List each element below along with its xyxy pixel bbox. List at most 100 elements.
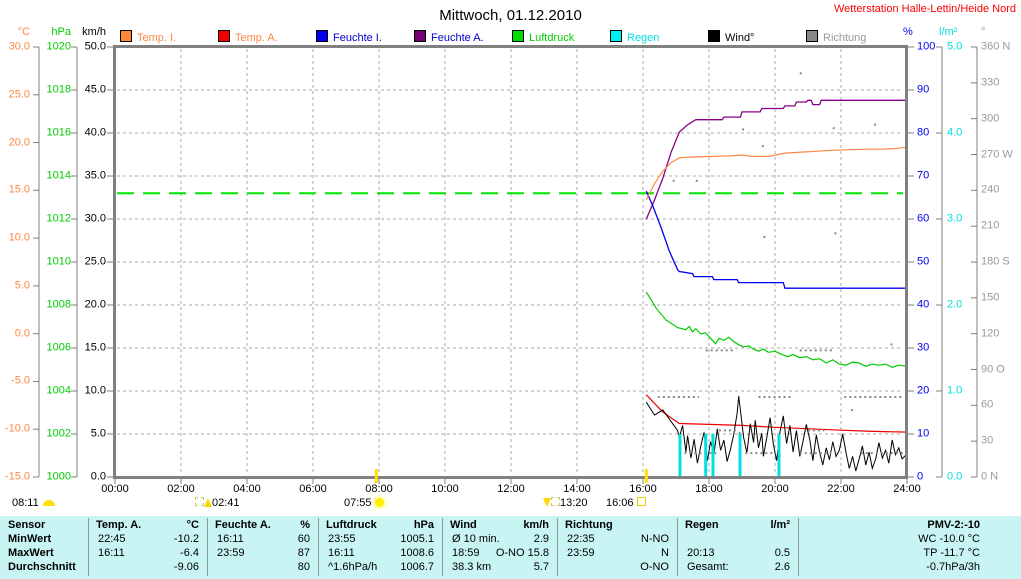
- legend-label: Temp. A.: [235, 32, 278, 44]
- legend-label: Luftdruck: [529, 32, 575, 44]
- sunset-icon: [636, 497, 646, 506]
- lm2-tick-label: 5.0: [947, 40, 963, 53]
- time-tick-label: 06:00: [299, 483, 327, 495]
- day-length-annotation: 08:11: [12, 497, 55, 510]
- percent-tick-label: 10: [917, 427, 930, 440]
- table-separator: [677, 518, 678, 576]
- percent-tick-label: 100: [917, 40, 936, 53]
- time-tick-label: 10:00: [431, 483, 459, 495]
- direction-tick-label: 210: [981, 219, 1000, 232]
- hpa-tick-label: 1018: [46, 83, 71, 96]
- table-cell-value: -9.06: [173, 561, 199, 573]
- table-cell-time: 23:59: [567, 547, 595, 559]
- direction-tick-label: 90 O: [981, 363, 1005, 375]
- legend-label: Feuchte A.: [431, 32, 484, 44]
- sunrise-value: 07:55: [344, 497, 372, 509]
- moonset-annotation: 13:20: [543, 497, 588, 510]
- time-tick-label: 00:00: [101, 483, 129, 495]
- kmh-axis-unit: km/h: [82, 26, 106, 38]
- kmh-tick-label: 45.0: [84, 83, 106, 96]
- time-tick-label: 12:00: [497, 483, 525, 495]
- table-cell-value: 1005.1: [400, 533, 434, 545]
- kmh-tick-label: 5.0: [90, 427, 106, 440]
- time-tick-label: 20:00: [761, 483, 789, 495]
- kmh-tick-label: 50.0: [84, 40, 106, 53]
- table-cell-value: 60: [297, 533, 310, 545]
- direction-tick-label: 330: [981, 76, 1000, 89]
- percent-tick-label: 90: [917, 83, 930, 96]
- day-length-icon: [42, 500, 55, 506]
- kmh-tick-label: 10.0: [84, 384, 106, 397]
- kmh-tick-label: 40.0: [84, 126, 106, 139]
- time-tick-label: 24:00: [893, 483, 921, 495]
- table-separator: [207, 518, 208, 576]
- hpa-tick-label: 1008: [46, 298, 71, 311]
- celsius-tick-label: 0.0: [14, 327, 30, 340]
- page-title: Mittwoch, 01.12.2010: [439, 7, 582, 24]
- table-cell-time: 38.3 km: [452, 561, 492, 573]
- percent-tick-label: 20: [917, 384, 930, 397]
- legend-color-swatch: [512, 30, 524, 42]
- sunset-value: 16:06: [606, 497, 634, 509]
- hpa-tick-label: 1002: [46, 427, 71, 440]
- legend-item-4: Feuchte A.: [414, 30, 484, 44]
- legend-item-5: Luftdruck: [512, 30, 575, 44]
- table-cell-value: 80: [297, 561, 310, 573]
- direction-tick-label: 30: [981, 434, 994, 447]
- table-cell-time: 23:55: [328, 533, 356, 545]
- kmh-tick-label: 15.0: [84, 341, 106, 354]
- table-row-label: Sensor: [8, 519, 46, 531]
- table-cell-time: 20:13: [687, 547, 715, 559]
- direction-tick-label: 120: [981, 327, 1000, 340]
- table-cell-value: 2.9: [533, 533, 549, 545]
- table-col-header: Wind: [450, 519, 477, 531]
- moon-icon: [195, 497, 204, 506]
- direction-axis-unit: °: [981, 26, 986, 38]
- celsius-tick-label: -5.0: [11, 374, 30, 387]
- lm2-tick-label: 0.0: [947, 470, 963, 483]
- lm2-tick-label: 3.0: [947, 212, 963, 225]
- table-cell-time: Ø 10 min.: [452, 533, 500, 545]
- station-name: Wetterstation Halle-Lettin/Heide Nord: [834, 3, 1016, 15]
- table-cell-time: 23:59: [217, 547, 245, 559]
- kmh-tick-label: 20.0: [84, 298, 106, 311]
- legend-item-3: Feuchte I.: [316, 30, 382, 44]
- legend-item-8: Richtung: [806, 30, 866, 44]
- legend-label: Temp. I.: [137, 32, 177, 44]
- table-cell-value: 2.6: [774, 561, 790, 573]
- direction-tick-label: 240: [981, 183, 1000, 196]
- day-length-value: 08:11: [12, 497, 39, 509]
- table-col-unit: hPa: [413, 519, 434, 531]
- table-col-unit: %: [300, 519, 310, 531]
- percent-tick-label: 40: [917, 298, 930, 311]
- legend-label: Regen: [627, 32, 660, 44]
- moonset-value: 13:20: [560, 497, 588, 509]
- celsius-tick-label: 25.0: [8, 88, 30, 101]
- legend-color-swatch: [414, 30, 426, 42]
- sunrise-annotation: 07:55: [344, 497, 384, 510]
- time-tick-label: 16:00: [629, 483, 657, 495]
- percent-tick-label: 70: [917, 169, 930, 182]
- table-col-unit: km/h: [523, 519, 549, 531]
- table-cell-value: 1008.6: [400, 547, 434, 559]
- hpa-tick-label: 1014: [46, 169, 71, 182]
- legend-color-swatch: [708, 30, 720, 42]
- table-cell-value: N: [661, 547, 669, 559]
- celsius-tick-label: 10.0: [8, 231, 30, 244]
- legend-color-swatch: [120, 30, 132, 42]
- hpa-axis-unit: hPa: [51, 26, 71, 38]
- legend-item-6: Regen: [610, 30, 660, 44]
- table-cell-time: 22:45: [98, 533, 126, 545]
- legend-label: Feuchte I.: [333, 32, 382, 44]
- table-col-header: PMV-2:-10: [927, 519, 980, 531]
- percent-tick-label: 30: [917, 341, 930, 354]
- table-cell-time: Gesamt:: [687, 561, 729, 573]
- lm2-tick-label: 1.0: [947, 384, 963, 397]
- kmh-tick-label: 30.0: [84, 212, 106, 225]
- hpa-tick-label: 1010: [46, 255, 71, 268]
- legend-color-swatch: [218, 30, 230, 42]
- kmh-tick-label: 35.0: [84, 169, 106, 182]
- direction-tick-label: 300: [981, 112, 1000, 125]
- celsius-tick-label: -15.0: [4, 470, 30, 483]
